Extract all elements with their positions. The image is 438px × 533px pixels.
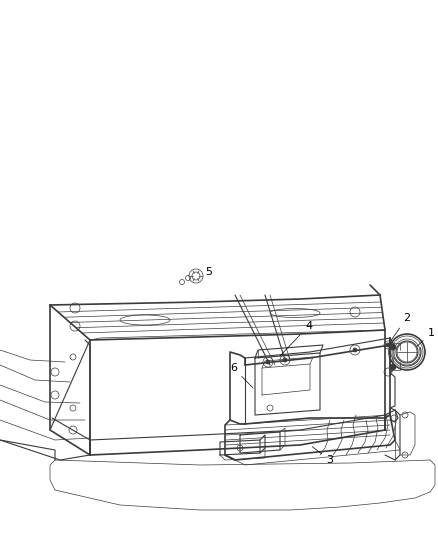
Text: 6: 6: [230, 363, 253, 388]
Text: 4: 4: [280, 321, 312, 356]
Text: 3: 3: [312, 447, 333, 465]
Circle shape: [283, 358, 287, 362]
Text: 2: 2: [392, 313, 410, 340]
Circle shape: [386, 343, 390, 347]
Text: 5: 5: [205, 267, 212, 277]
Circle shape: [353, 348, 357, 352]
Circle shape: [390, 344, 396, 350]
Circle shape: [390, 364, 396, 370]
Text: 1: 1: [417, 328, 435, 346]
Circle shape: [266, 360, 270, 364]
